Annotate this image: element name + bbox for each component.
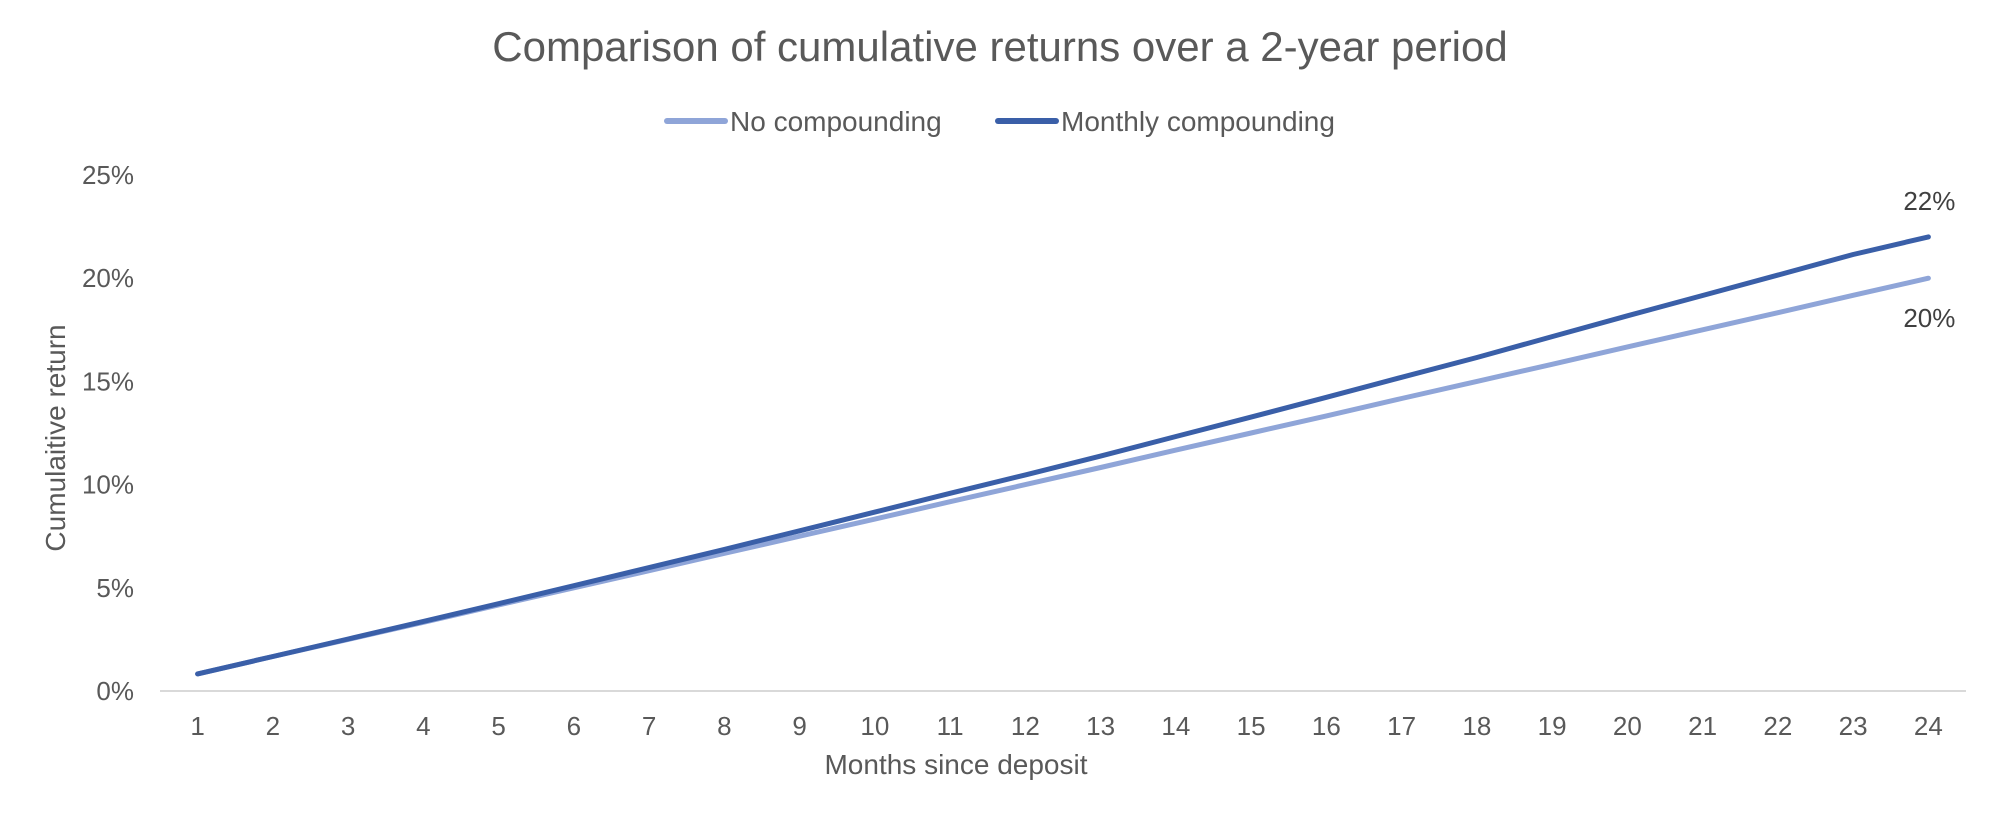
x-tick-label: 24 [1914, 711, 1943, 741]
chart-title: Comparison of cumulative returns over a … [492, 23, 1507, 70]
series-line-monthly-compounding [195, 234, 1931, 677]
y-axis-title: Cumulaitive return [40, 324, 71, 551]
x-tick-label: 15 [1237, 711, 1266, 741]
x-tick-label: 21 [1688, 711, 1717, 741]
x-tick-label: 6 [567, 711, 581, 741]
y-tick-label: 15% [82, 366, 134, 396]
x-tick-label: 22 [1763, 711, 1792, 741]
series-group [195, 234, 1931, 677]
x-tick-label: 2 [266, 711, 280, 741]
x-tick-label: 5 [491, 711, 505, 741]
legend-label: Monthly compounding [1061, 106, 1335, 137]
x-tick-label: 4 [416, 711, 430, 741]
x-tick-label: 9 [792, 711, 806, 741]
y-tick-label: 10% [82, 470, 134, 500]
y-tick-label: 20% [82, 263, 134, 293]
y-axis-ticks: 0% 5% 10% 15% 20% 25% [82, 160, 134, 706]
x-tick-label: 23 [1839, 711, 1868, 741]
end-data-label: 22% [1903, 186, 1955, 216]
x-axis-ticks: 1 2 3 4 5 6 7 8 9 10 11 12 13 14 15 16 17 18 19 20 21 22 23 24 [190, 711, 1942, 741]
x-tick-label: 13 [1086, 711, 1115, 741]
x-tick-label: 10 [860, 711, 889, 741]
x-tick-label: 14 [1161, 711, 1190, 741]
x-tick-label: 17 [1387, 711, 1416, 741]
end-data-label: 20% [1903, 303, 1955, 333]
x-tick-label: 18 [1462, 711, 1491, 741]
legend-label: No compounding [730, 106, 942, 137]
x-axis-title: Months since deposit [824, 749, 1087, 780]
x-tick-label: 20 [1613, 711, 1642, 741]
y-tick-label: 25% [82, 160, 134, 190]
x-tick-label: 8 [717, 711, 731, 741]
x-tick-label: 3 [341, 711, 355, 741]
y-tick-label: 0% [96, 676, 134, 706]
x-tick-label: 19 [1538, 711, 1567, 741]
legend: No compounding Monthly compounding [664, 106, 1335, 137]
x-tick-label: 7 [642, 711, 656, 741]
x-tick-label: 12 [1011, 711, 1040, 741]
y-tick-label: 5% [96, 573, 134, 603]
x-tick-label: 16 [1312, 711, 1341, 741]
x-tick-label: 1 [190, 711, 204, 741]
x-tick-label: 11 [937, 711, 964, 741]
data-labels: 20% 22% [1903, 186, 1955, 333]
